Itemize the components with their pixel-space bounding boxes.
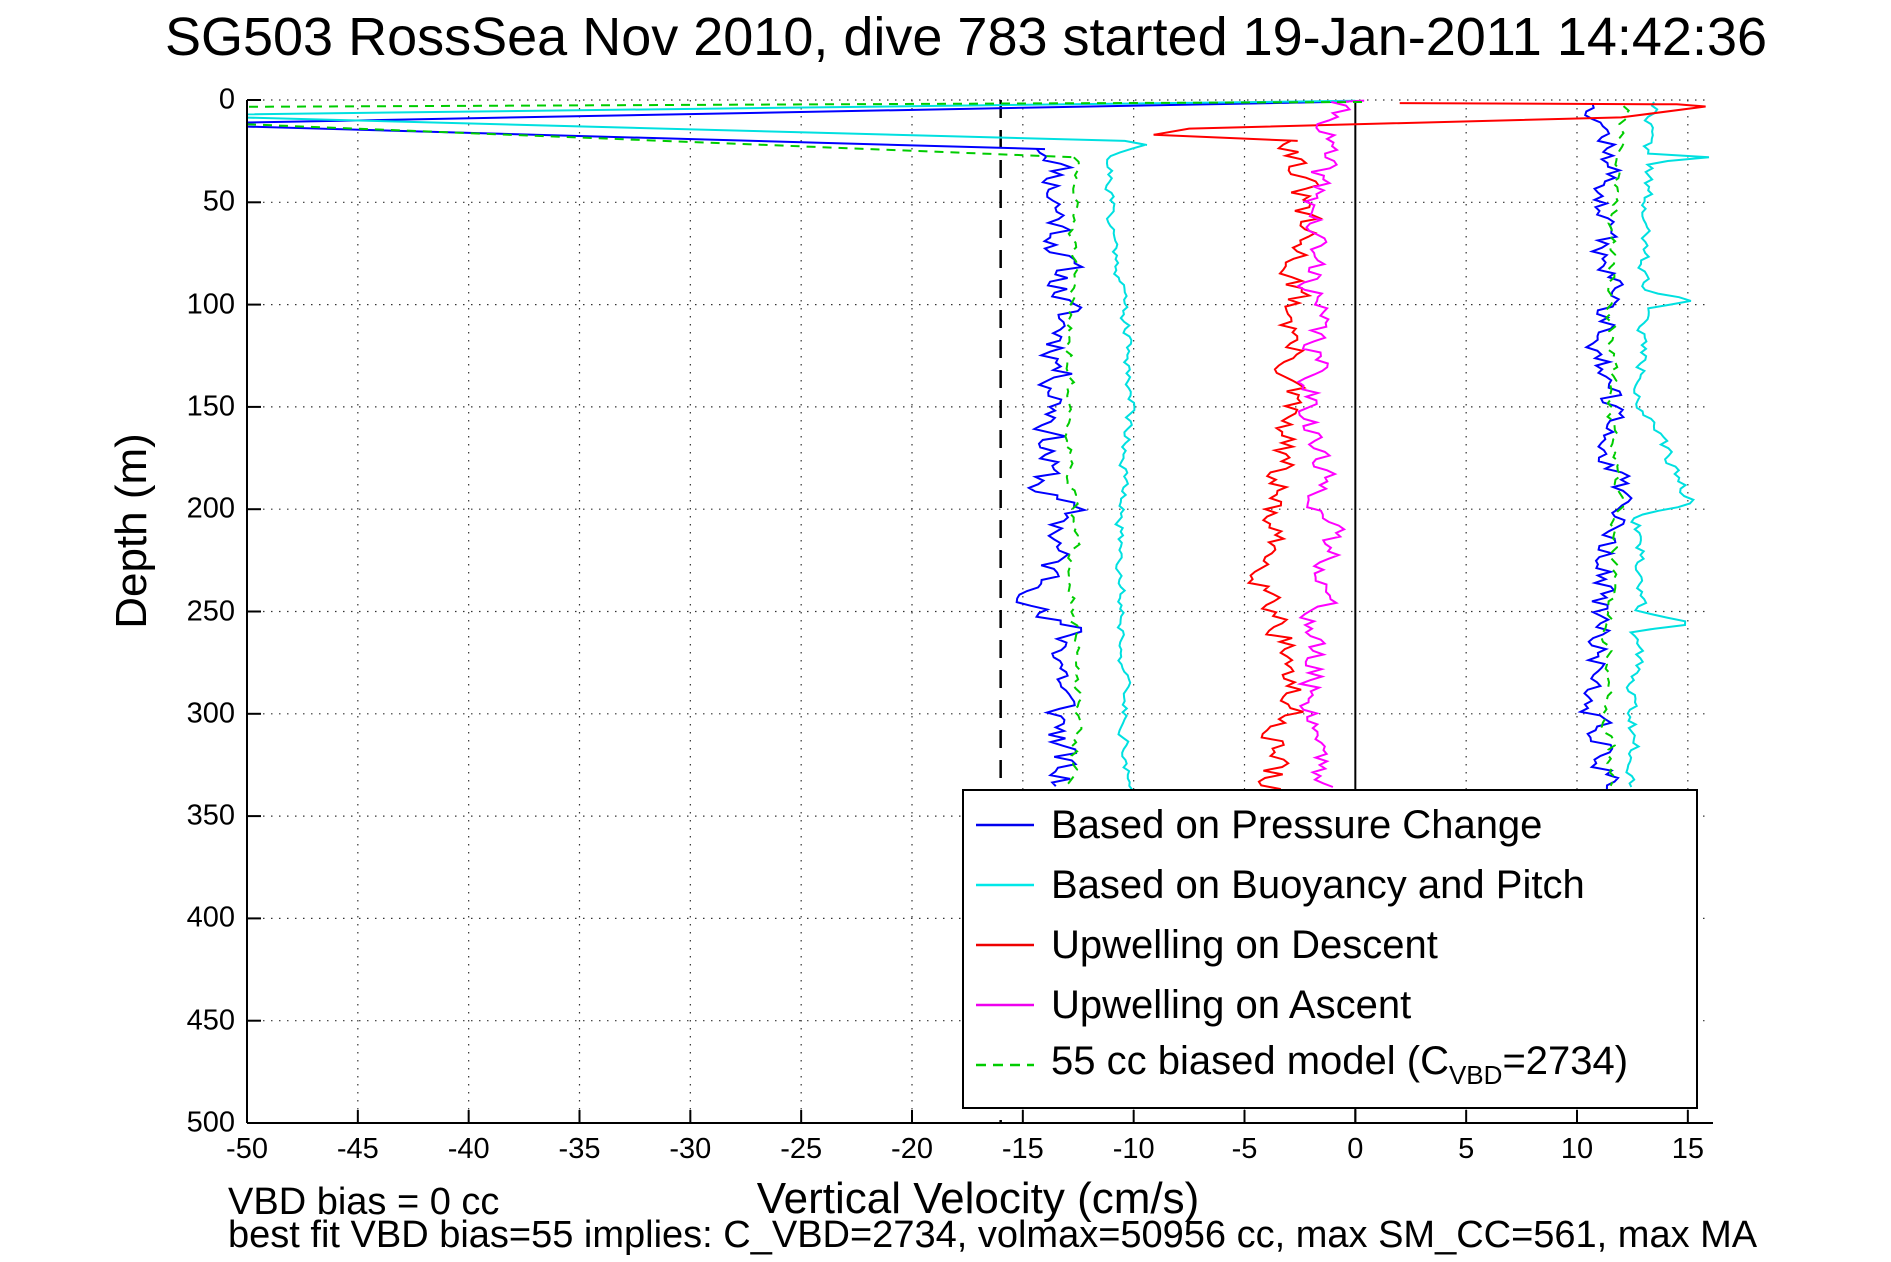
x-tick-label: -35 [558, 1133, 601, 1165]
y-tick-label: 300 [186, 697, 235, 730]
y-tick-label: 450 [186, 1004, 235, 1037]
annotation-best-fit: best fit VBD bias=55 implies: C_VBD=2734… [228, 1214, 1758, 1256]
legend-label: 55 cc biased model (CVBD=2734) [1051, 1039, 1629, 1090]
series-0-curve [1015, 148, 1089, 787]
x-tick-label: -30 [669, 1133, 712, 1165]
legend-item-0: Based on Pressure Change [964, 795, 1696, 855]
legend-label: Upwelling on Ascent [1051, 982, 1412, 1027]
y-axis-label: Depth (m) [107, 433, 156, 629]
series-1-curve [246, 116, 1148, 146]
x-tick-label: -15 [1001, 1133, 1044, 1165]
x-tick-label: -10 [1112, 1133, 1155, 1165]
y-tick-label: 50 [202, 185, 235, 218]
y-tick-label: 0 [218, 83, 235, 116]
legend-line-sample [976, 943, 1034, 947]
series-2-curve [1246, 140, 1324, 791]
legend-item-1: Based on Buoyancy and Pitch [964, 855, 1696, 915]
series-4-curve [246, 101, 1363, 108]
x-tick-label: -45 [336, 1133, 379, 1165]
legend-line-sample [976, 1063, 1034, 1067]
x-tick-label: -5 [1231, 1133, 1258, 1165]
legend-item-2: Upwelling on Descent [964, 915, 1696, 975]
x-tick-label: 5 [1458, 1133, 1475, 1165]
series-2-curve [1153, 102, 1706, 142]
legend-line-sample [976, 823, 1034, 827]
y-tick-label: 350 [186, 799, 235, 832]
series-4-curve [1063, 156, 1084, 789]
legend-label: Based on Buoyancy and Pitch [1051, 862, 1585, 907]
legend-label: Based on Pressure Change [1051, 802, 1543, 847]
annotation-vbd-bias: VBD bias = 0 cc [228, 1181, 500, 1223]
plot-title: SG503 RossSea Nov 2010, dive 783 started… [164, 7, 1768, 67]
series-1-curve [1625, 101, 1710, 788]
x-tick-label: -40 [447, 1133, 490, 1165]
legend-label: Upwelling on Descent [1051, 922, 1438, 967]
legend-item-3: Upwelling on Ascent [964, 975, 1696, 1035]
legend-line-sample [976, 883, 1034, 887]
x-tick-label: 10 [1560, 1133, 1594, 1165]
y-tick-label: 250 [186, 595, 235, 627]
series-0-curve [246, 100, 1349, 124]
x-tick-label: -25 [780, 1133, 823, 1165]
series-4-curve [246, 123, 1077, 159]
series-1-curve [246, 99, 1356, 116]
series-4-curve [1600, 105, 1631, 787]
x-tick-label: -50 [226, 1133, 268, 1165]
x-tick-label: -20 [891, 1133, 933, 1165]
legend: Based on Pressure Change Based on Buoyanc… [962, 789, 1698, 1109]
y-tick-label: 200 [186, 492, 235, 525]
data-curves [246, 99, 1710, 791]
y-tick-label: 400 [186, 901, 235, 934]
x-tick-label: 15 [1671, 1133, 1704, 1165]
y-tick-label: 100 [186, 288, 235, 321]
x-axis-label: Vertical Velocity (cm/s) [756, 1174, 1200, 1223]
x-tick-label: 0 [1347, 1133, 1364, 1165]
series-1-curve [1104, 144, 1145, 791]
legend-item-4: 55 cc biased model (CVBD=2734) [964, 1035, 1696, 1095]
series-0-curve [1577, 103, 1633, 790]
series-3-curve [1295, 101, 1352, 788]
axis-lines [246, 99, 1713, 1124]
legend-line-sample [976, 1003, 1034, 1007]
y-tick-label: 150 [186, 390, 235, 423]
y-tick-label: 500 [186, 1106, 235, 1139]
